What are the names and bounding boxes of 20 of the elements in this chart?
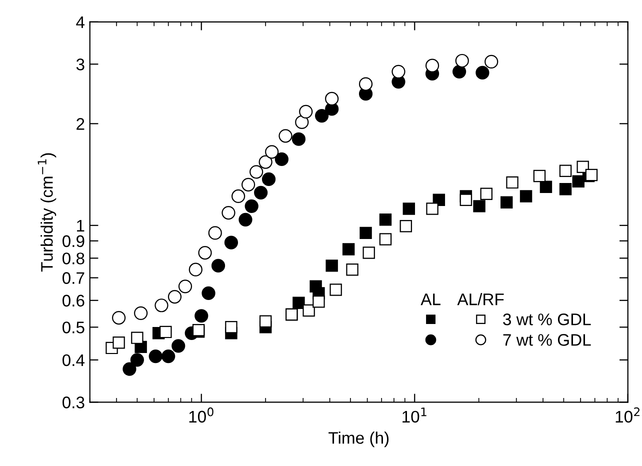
y-tick-label: 0.6 [62, 294, 84, 307]
x-tick-label: 10$^{2}$ [616, 407, 640, 423]
x-tick-label: 10$^{0}$ [189, 407, 214, 423]
y-tick-label: 1 [77, 220, 84, 232]
y-tick-label: 3 [76, 58, 84, 70]
y-tick-label: 4 [76, 16, 85, 28]
annotation: AL [420, 294, 440, 306]
y-tick-label: 2 [76, 118, 84, 130]
y-tick-label: 0.3 [62, 396, 84, 408]
y-tick-label: 0.5 [62, 322, 84, 334]
legend-label: 3 wt % GDL [503, 314, 591, 326]
annotation: AL/RF [457, 292, 504, 306]
y-tick-label: 0.9 [62, 235, 84, 248]
legend-label: 7 wt % GDL [503, 334, 591, 346]
y-axis-title: Turbidity (cm$^{−1}$) [38, 153, 56, 272]
x-axis-title: Time (h) [328, 432, 389, 448]
x-tick-label: 10$^{1}$ [402, 408, 426, 423]
y-tick-label: 0.8 [62, 252, 84, 264]
y-tick-label: 0.7 [62, 272, 84, 284]
y-tick-label: 0.4 [62, 354, 85, 366]
